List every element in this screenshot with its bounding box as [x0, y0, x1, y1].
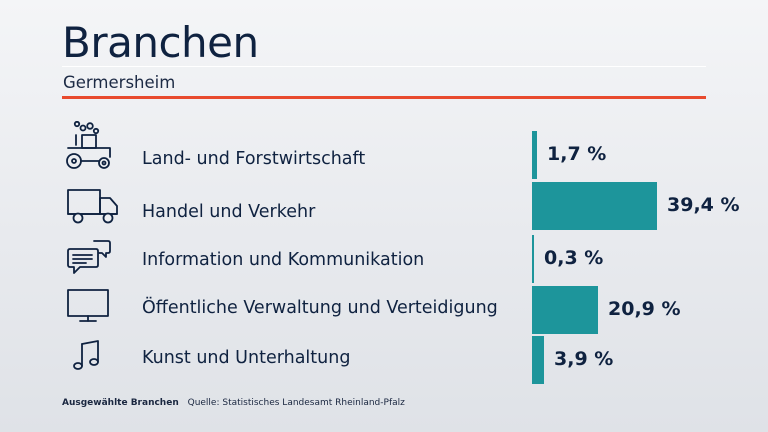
- category-label: Kunst und Unterhaltung: [142, 348, 351, 368]
- chart-row: Land- und Forstwirtschaft 1,7 %: [0, 120, 768, 181]
- page-title: Branchen: [62, 18, 259, 67]
- bar: [532, 336, 544, 384]
- truck-icon: [62, 182, 122, 232]
- value-label: 20,9 %: [608, 298, 681, 320]
- category-label: Öffentliche Verwaltung und Verteidigung: [142, 298, 498, 318]
- category-label: Land- und Forstwirtschaft: [142, 149, 366, 169]
- category-label: Handel und Verkehr: [142, 202, 316, 222]
- value-label: 3,9 %: [554, 348, 614, 370]
- chart-row: Handel und Verkehr 39,4 %: [0, 182, 768, 232]
- footer: Ausgewählte Branchen Quelle: Statistisch…: [62, 398, 405, 408]
- music-note-icon: [62, 336, 122, 386]
- chart-row: Öffentliche Verwaltung und Verteidigung …: [0, 286, 768, 336]
- page-subtitle: Germersheim: [63, 73, 176, 92]
- tractor-icon: [62, 120, 122, 171]
- speech-bubbles-icon: [62, 235, 122, 285]
- bar: [532, 131, 537, 179]
- value-label: 0,3 %: [544, 247, 604, 269]
- chart-row: Information und Kommunikation 0,3 %: [0, 235, 768, 285]
- bar: [532, 182, 657, 230]
- footer-label: Ausgewählte Branchen: [62, 398, 179, 408]
- monitor-icon: [62, 286, 122, 336]
- bar: [532, 235, 534, 283]
- category-label: Information und Kommunikation: [142, 250, 425, 270]
- accent-divider: [62, 96, 706, 99]
- bar: [532, 286, 598, 334]
- source-note: Quelle: Statistisches Landesamt Rheinlan…: [187, 398, 405, 408]
- chart-row: Kunst und Unterhaltung 3,9 %: [0, 336, 768, 386]
- title-divider: [62, 66, 706, 67]
- value-label: 39,4 %: [667, 194, 740, 216]
- value-label: 1,7 %: [547, 143, 607, 165]
